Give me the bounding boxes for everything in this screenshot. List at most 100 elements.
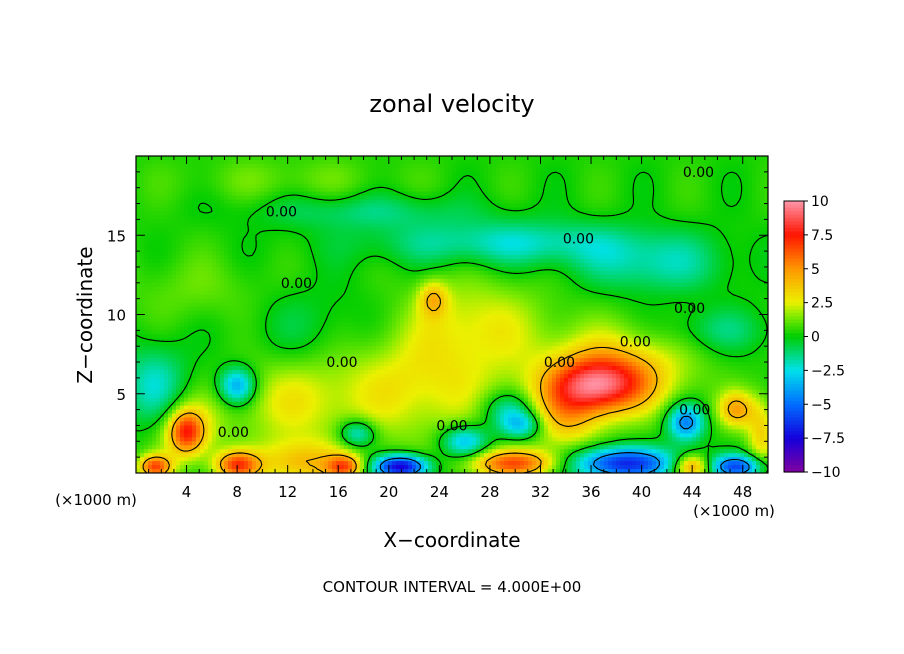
heatmap-cell: [152, 219, 157, 224]
heatmap-cell: [740, 239, 745, 244]
heatmap-cell: [532, 255, 537, 260]
heatmap-cell: [612, 167, 617, 173]
heatmap-cell: [216, 203, 221, 209]
heatmap-cell: [408, 251, 413, 256]
heatmap-cell: [284, 183, 289, 189]
heatmap-cell: [472, 259, 477, 264]
heatmap-cell: [264, 207, 269, 213]
heatmap-cell: [252, 179, 257, 185]
heatmap-cell: [676, 199, 681, 205]
heatmap-cell: [356, 223, 361, 228]
heatmap-cell: [328, 259, 333, 264]
heatmap-cell: [140, 274, 145, 280]
heatmap-cell: [344, 231, 349, 236]
heatmap-cell: [428, 187, 433, 193]
heatmap-cell: [376, 278, 381, 284]
heatmap-cell: [276, 235, 281, 240]
heatmap-cell: [444, 156, 449, 161]
heatmap-cell: [252, 243, 257, 248]
heatmap-cell: [652, 179, 657, 185]
heatmap-cell: [404, 163, 409, 169]
heatmap-cell: [764, 219, 768, 224]
heatmap-cell: [596, 247, 601, 252]
heatmap-cell: [296, 251, 301, 256]
heatmap-cell: [204, 247, 209, 252]
heatmap-cell: [372, 167, 377, 173]
heatmap-cell: [524, 191, 529, 197]
heatmap-cell: [508, 235, 513, 240]
heatmap-cell: [232, 203, 237, 209]
heatmap-cell: [616, 179, 621, 185]
heatmap-cell: [288, 247, 293, 252]
heatmap-cell: [660, 175, 665, 181]
heatmap-cell: [608, 251, 613, 256]
heatmap-cell: [244, 235, 249, 240]
heatmap-cell: [712, 227, 717, 232]
heatmap-cell: [424, 203, 429, 209]
heatmap-cell: [336, 215, 341, 220]
heatmap-cell: [364, 195, 369, 201]
heatmap-cell: [220, 251, 225, 256]
heatmap-cell: [280, 171, 285, 177]
heatmap-cell: [624, 259, 629, 264]
heatmap-cell: [244, 278, 249, 284]
heatmap-cell: [296, 207, 301, 213]
heatmap-cell: [364, 278, 369, 284]
heatmap-cell: [436, 270, 441, 276]
heatmap-cell: [212, 175, 217, 181]
heatmap-cell: [176, 215, 181, 220]
heatmap-cell: [492, 179, 497, 185]
heatmap-cell: [348, 235, 353, 240]
heatmap-cell: [676, 163, 681, 169]
heatmap-cell: [604, 262, 609, 268]
heatmap-cell: [136, 211, 141, 217]
heatmap-cell: [276, 231, 281, 236]
heatmap-cell: [444, 203, 449, 209]
heatmap-cell: [756, 243, 761, 248]
heatmap-cell: [648, 266, 653, 272]
heatmap-cell: [720, 262, 725, 268]
heatmap-cell: [584, 255, 589, 260]
heatmap-cell: [372, 195, 377, 201]
heatmap-cell: [724, 274, 729, 280]
heatmap-cell: [460, 199, 465, 205]
heatmap-cell: [548, 163, 553, 169]
heatmap-cell: [648, 203, 653, 209]
heatmap-cell: [720, 235, 725, 240]
heatmap-cell: [216, 243, 221, 248]
heatmap-cell: [484, 207, 489, 213]
heatmap-cell: [564, 179, 569, 185]
heatmap-cell: [360, 156, 365, 161]
heatmap-cell: [540, 207, 545, 213]
heatmap-cell: [644, 199, 649, 205]
heatmap-cell: [260, 219, 265, 224]
heatmap-cell: [664, 211, 669, 217]
heatmap-cell: [280, 251, 285, 256]
heatmap-cell: [224, 239, 229, 244]
heatmap-cell: [756, 179, 761, 185]
heatmap-cell: [604, 274, 609, 280]
heatmap-cell: [648, 211, 653, 217]
heatmap-cell: [592, 259, 597, 264]
heatmap-cell: [484, 171, 489, 177]
heatmap-cell: [188, 259, 193, 264]
heatmap-cell: [184, 215, 189, 220]
heatmap-cell: [468, 187, 473, 193]
heatmap-cell: [204, 159, 209, 165]
heatmap-cell: [336, 179, 341, 185]
heatmap-cell: [424, 191, 429, 197]
heatmap-cell: [500, 163, 505, 169]
heatmap-cell: [144, 171, 149, 177]
heatmap-cell: [208, 179, 213, 185]
heatmap-cell: [532, 171, 537, 177]
heatmap-cell: [244, 199, 249, 205]
heatmap-cell: [632, 183, 637, 189]
heatmap-cell: [208, 199, 213, 205]
heatmap-cell: [548, 270, 553, 276]
heatmap-cell: [544, 243, 549, 248]
heatmap-cell: [340, 175, 345, 181]
heatmap-cell: [172, 270, 177, 276]
heatmap-cell: [472, 255, 477, 260]
heatmap-cell: [580, 243, 585, 248]
heatmap-cell: [600, 203, 605, 209]
